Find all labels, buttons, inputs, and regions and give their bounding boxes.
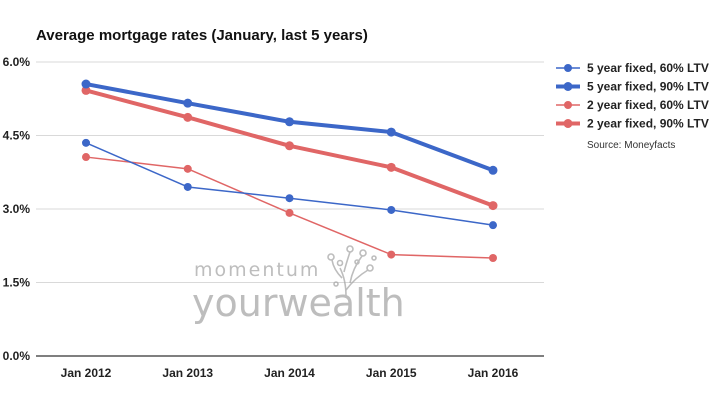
legend-label: 2 year fixed, 90% LTV	[587, 117, 709, 131]
x-tick-label: Jan 2016	[468, 366, 519, 380]
data-point	[488, 165, 498, 175]
watermark: momentum yourwealth	[192, 245, 405, 325]
y-tick-label: 4.5%	[3, 129, 31, 143]
data-point	[488, 201, 498, 211]
series-line	[85, 156, 494, 259]
data-point	[386, 162, 396, 172]
watermark-line-1: momentum	[194, 259, 320, 281]
data-point	[183, 98, 193, 108]
series-4	[81, 85, 498, 211]
data-point	[285, 194, 294, 203]
legend-item: 5 year fixed, 90% LTV	[556, 80, 709, 94]
data-point	[81, 85, 91, 95]
x-tick-label: Jan 2012	[61, 366, 112, 380]
data-point	[285, 117, 294, 127]
x-tick-label: Jan 2015	[366, 366, 417, 380]
watermark-line-2: yourwealth	[192, 281, 405, 325]
series-3	[82, 153, 497, 262]
y-tick-label: 6.0%	[3, 55, 31, 69]
data-point	[81, 79, 91, 89]
data-point	[489, 254, 497, 262]
legend-swatch-marker	[563, 119, 573, 128]
y-tick-label: 0.0%	[3, 349, 31, 363]
data-point	[387, 205, 396, 214]
source-note: Source: Moneyfacts	[587, 140, 675, 151]
chart-title: Average mortgage rates (January, last 5 …	[36, 27, 368, 44]
data-point	[285, 208, 294, 217]
legend-swatch-marker	[563, 82, 573, 91]
series-lines	[81, 79, 498, 262]
legend-item: 2 year fixed, 90% LTV	[556, 117, 709, 131]
x-tick-label: Jan 2014	[264, 366, 315, 380]
y-axis-ticks: 0.0% 1.5% 3.0% 4.5% 6.0%	[3, 55, 31, 363]
series-2	[81, 79, 498, 175]
data-point	[82, 138, 90, 147]
data-point	[387, 250, 396, 259]
legend-label: 5 year fixed, 90% LTV	[587, 80, 709, 94]
tree-logo-icon	[327, 245, 377, 297]
y-tick-label: 1.5%	[3, 276, 31, 290]
data-point	[285, 141, 294, 151]
series-line	[84, 82, 495, 173]
data-point	[183, 112, 193, 122]
data-point	[82, 153, 90, 162]
x-axis-ticks: Jan 2012 Jan 2013 Jan 2014 Jan 2015 Jan 2016	[61, 366, 519, 380]
legend-item: 2 year fixed, 60% LTV	[556, 98, 709, 112]
legend-item: 5 year fixed, 60% LTV	[556, 61, 709, 75]
y-tick-label: 3.0%	[3, 202, 31, 216]
legend-label: 5 year fixed, 60% LTV	[587, 61, 709, 75]
x-tick-label: Jan 2013	[162, 366, 213, 380]
data-point	[183, 164, 192, 173]
legend-swatch-marker	[564, 101, 572, 109]
data-point	[386, 127, 396, 137]
data-point	[183, 182, 192, 191]
legend-swatch-marker	[564, 64, 572, 72]
data-point	[489, 221, 497, 230]
series-1	[82, 138, 497, 230]
legend-label: 2 year fixed, 60% LTV	[587, 98, 709, 112]
legend: 5 year fixed, 60% LTV 5 year fixed, 90% L…	[556, 61, 709, 131]
